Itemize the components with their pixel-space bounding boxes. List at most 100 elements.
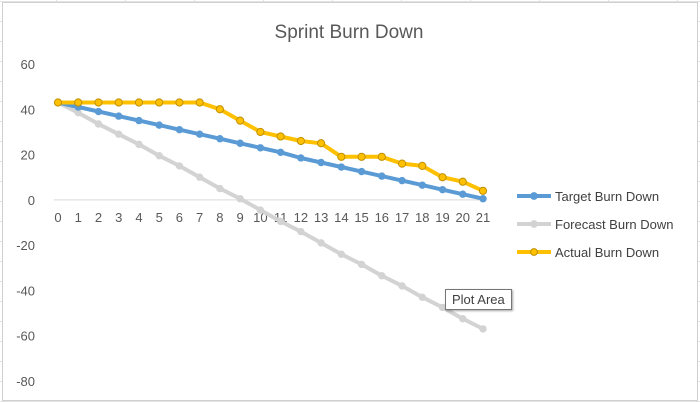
legend-swatch-marker — [530, 248, 538, 256]
legend-item-target-burn-down[interactable]: Target Burn Down — [517, 189, 659, 204]
x-tick-label: 1 — [75, 210, 82, 225]
x-tick-label: 4 — [135, 210, 142, 225]
forecast-burn-down-point[interactable] — [337, 250, 346, 258]
x-tick-label: 8 — [216, 210, 223, 225]
target-burn-down-point[interactable] — [317, 158, 325, 167]
actual-burn-down-point[interactable] — [236, 116, 245, 125]
actual-burn-down-point[interactable] — [438, 173, 447, 182]
target-burn-down-point[interactable] — [398, 176, 406, 185]
legend-label: Forecast Burn Down — [555, 217, 674, 232]
actual-burn-down-point[interactable] — [418, 161, 427, 170]
target-burn-down-line[interactable] — [56, 100, 485, 201]
x-tick-label: 15 — [354, 210, 368, 225]
target-burn-down-point[interactable] — [155, 121, 163, 129]
forecast-burn-down-point[interactable] — [378, 272, 386, 280]
actual-burn-down-point[interactable] — [276, 132, 285, 141]
target-burn-down-point[interactable] — [276, 148, 285, 157]
actual-burn-down-series[interactable] — [53, 98, 488, 195]
x-tick-label: 20 — [456, 210, 470, 225]
forecast-burn-down-line[interactable] — [56, 100, 485, 331]
legend-item-forecast-burn-down[interactable]: Forecast Burn Down — [517, 217, 674, 232]
forecast-burn-down-point[interactable] — [155, 152, 163, 160]
x-tick-label: 0 — [54, 210, 61, 225]
actual-burn-down-point[interactable] — [357, 152, 366, 161]
forecast-burn-down-point[interactable] — [195, 173, 204, 181]
legend-swatch-marker — [530, 192, 538, 200]
legend-item-actual-burn-down[interactable]: Actual Burn Down — [517, 245, 659, 260]
target-burn-down-point[interactable] — [438, 185, 447, 194]
actual-burn-down-point[interactable] — [337, 152, 346, 161]
target-burn-down-point[interactable] — [357, 167, 366, 176]
forecast-burn-down-point[interactable] — [317, 239, 325, 247]
y-tick-label: 0 — [28, 193, 35, 208]
forecast-burn-down-point[interactable] — [398, 282, 406, 290]
x-tick-label: 18 — [415, 210, 429, 225]
forecast-burn-down-point[interactable] — [479, 325, 487, 333]
x-tick-label: 13 — [314, 210, 328, 225]
y-tick-label: 60 — [21, 57, 35, 72]
actual-burn-down-point[interactable] — [155, 98, 164, 107]
actual-burn-down-point[interactable] — [397, 159, 407, 168]
x-tick-label: 21 — [476, 210, 490, 225]
target-burn-down-point[interactable] — [135, 116, 143, 125]
forecast-burn-down-point[interactable] — [216, 184, 224, 193]
legend-label: Target Burn Down — [555, 189, 659, 204]
x-tick-label: 3 — [115, 210, 122, 225]
actual-burn-down-point[interactable] — [478, 186, 488, 195]
forecast-burn-down-series[interactable] — [54, 98, 487, 333]
x-tick-label: 7 — [196, 210, 203, 225]
target-burn-down-point[interactable] — [297, 154, 305, 162]
y-tick-label: -60 — [16, 329, 35, 344]
target-burn-down-point[interactable] — [418, 181, 426, 189]
y-tick-label: 20 — [21, 148, 35, 163]
forecast-burn-down-point[interactable] — [459, 315, 467, 323]
forecast-burn-down-point[interactable] — [276, 217, 285, 226]
actual-burn-down-point[interactable] — [114, 98, 123, 107]
forecast-burn-down-point[interactable] — [297, 227, 305, 236]
forecast-burn-down-point[interactable] — [357, 260, 366, 269]
actual-burn-down-point[interactable] — [175, 98, 184, 107]
x-tick-label: 12 — [294, 210, 308, 225]
forecast-burn-down-point[interactable] — [115, 130, 123, 138]
actual-burn-down-point[interactable] — [94, 98, 103, 107]
y-tick-label: -20 — [16, 238, 35, 253]
forecast-burn-down-point[interactable] — [175, 162, 184, 170]
y-axis-ticks: 60 40 20 0 -20 -40 -60 -80 — [16, 57, 35, 389]
forecast-burn-down-point[interactable] — [256, 206, 265, 214]
target-burn-down-point[interactable] — [94, 107, 103, 116]
actual-burn-down-point[interactable] — [316, 139, 326, 148]
target-burn-down-point[interactable] — [378, 172, 386, 180]
forecast-burn-down-point[interactable] — [418, 293, 426, 301]
target-burn-down-point[interactable] — [256, 144, 265, 152]
actual-burn-down-point[interactable] — [53, 98, 63, 107]
target-burn-down-point[interactable] — [479, 195, 487, 203]
target-burn-down-point[interactable] — [175, 125, 184, 134]
target-burn-down-point[interactable] — [115, 112, 123, 120]
legend[interactable]: Target Burn Down Forecast Burn Down Actual… — [517, 189, 674, 260]
x-tick-label: 2 — [95, 210, 102, 225]
plot-series[interactable] — [53, 98, 488, 333]
actual-burn-down-point[interactable] — [195, 98, 204, 107]
target-burn-down-series[interactable] — [54, 98, 487, 203]
target-burn-down-point[interactable] — [337, 163, 346, 171]
chart-title: Sprint Burn Down — [275, 22, 424, 43]
target-burn-down-point[interactable] — [459, 190, 467, 198]
actual-burn-down-line[interactable] — [56, 100, 485, 193]
actual-burn-down-point[interactable] — [377, 152, 386, 161]
forecast-burn-down-point[interactable] — [94, 120, 103, 128]
x-tick-label: 16 — [375, 210, 389, 225]
actual-burn-down-point[interactable] — [215, 105, 225, 114]
actual-burn-down-point[interactable] — [134, 98, 144, 107]
forecast-burn-down-point[interactable] — [236, 195, 244, 203]
forecast-burn-down-point[interactable] — [135, 140, 143, 149]
actual-burn-down-point[interactable] — [296, 136, 305, 146]
target-burn-down-point[interactable] — [236, 139, 244, 147]
target-burn-down-point[interactable] — [195, 130, 204, 138]
actual-burn-down-point[interactable] — [458, 177, 467, 186]
plot-area-tooltip: Plot Area — [445, 289, 512, 310]
actual-burn-down-point[interactable] — [74, 98, 83, 107]
actual-burn-down-point[interactable] — [256, 127, 265, 137]
target-burn-down-point[interactable] — [216, 135, 224, 143]
